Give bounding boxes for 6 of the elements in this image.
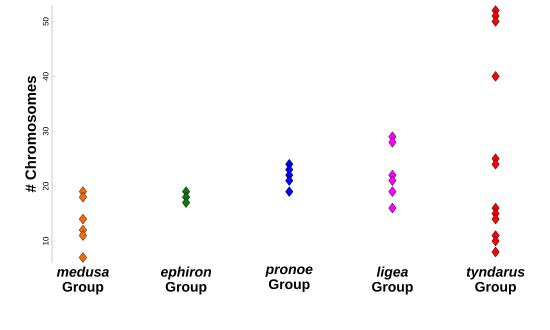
x-tick-label: ligea Group [372,266,413,294]
x-tick-label: tyndarus Group [466,266,525,294]
x-tick-label: medusa Group [56,266,109,294]
x-tick-label: ephiron Group [160,266,212,294]
x-tick-label: pronoe Group [265,266,313,292]
y-axis-title: # Chromosomes [25,76,36,192]
